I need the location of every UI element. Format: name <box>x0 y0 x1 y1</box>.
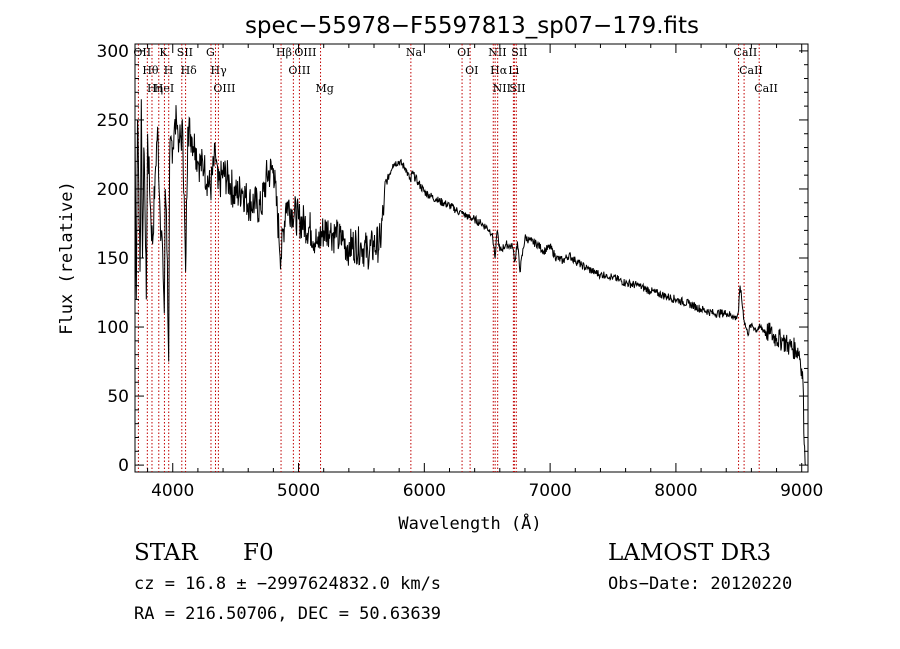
line-label: H <box>164 64 174 77</box>
line-label: Hβ <box>276 46 292 59</box>
line-label: OII <box>133 46 151 59</box>
y-axis-label: Flux (relative) <box>57 181 77 335</box>
line-label: OI <box>457 46 470 59</box>
x-tick-label: 4000 <box>151 481 194 501</box>
flux-series-line <box>134 99 806 466</box>
survey-name: LAMOST DR3 <box>608 540 772 566</box>
plot-frame <box>134 43 809 473</box>
line-label: SII <box>177 46 193 59</box>
y-tick-label: 50 <box>107 387 129 407</box>
line-label: CaII <box>734 46 758 59</box>
x-tick-label: 8000 <box>654 481 697 501</box>
line-label: Hα <box>490 64 508 77</box>
line-label: Li <box>508 64 519 77</box>
x-tick-label: 7000 <box>528 481 571 501</box>
line-label: Na <box>406 46 423 59</box>
y-tick-label: 300 <box>97 42 129 62</box>
line-label: Mg <box>316 82 334 95</box>
line-label: NII <box>493 82 511 95</box>
line-label: Hγ <box>211 64 228 77</box>
line-label: CaII <box>754 82 778 95</box>
x-tick-label: 6000 <box>403 481 446 501</box>
axes: 4000 5000 6000 7000 8000 9000 0 50 100 150 200 250 3… <box>97 42 824 501</box>
redshift-velocity: cz = 16.8 ± −2997624832.0 km/s <box>134 574 442 594</box>
line-label: Hδ <box>181 64 198 77</box>
line-label: OIII <box>294 46 316 59</box>
line-label: K <box>159 46 168 59</box>
x-axis-label: Wavelength (Å) <box>398 512 541 534</box>
ra-dec-coordinates: RA = 216.50706, DEC = 50.63639 <box>134 604 442 624</box>
y-tick-label: 0 <box>118 456 129 476</box>
line-label: OIII <box>288 64 310 77</box>
line-label: SII <box>509 82 525 95</box>
line-label: OI <box>465 64 478 77</box>
line-label: G <box>206 46 215 59</box>
x-tick-label: 5000 <box>277 481 320 501</box>
line-label: HeI <box>154 82 174 95</box>
line-label: OIII <box>213 82 235 95</box>
y-tick-label: 150 <box>97 249 129 269</box>
line-label: SII <box>511 46 527 59</box>
chart-title: spec−55978−F5597813_sp07−179.fits <box>245 13 699 39</box>
object-subclass: F0 <box>243 540 274 566</box>
y-tick-label: 250 <box>97 111 129 131</box>
y-tick-label: 200 <box>97 180 129 200</box>
object-class: STAR <box>134 540 198 566</box>
x-tick-label: 9000 <box>780 481 823 501</box>
y-tick-label: 100 <box>97 318 129 338</box>
line-label: CaII <box>739 64 763 77</box>
line-label: Hη <box>147 82 163 95</box>
observation-date: Obs−Date: 20120220 <box>608 574 793 594</box>
line-label: Hθ <box>142 64 159 77</box>
